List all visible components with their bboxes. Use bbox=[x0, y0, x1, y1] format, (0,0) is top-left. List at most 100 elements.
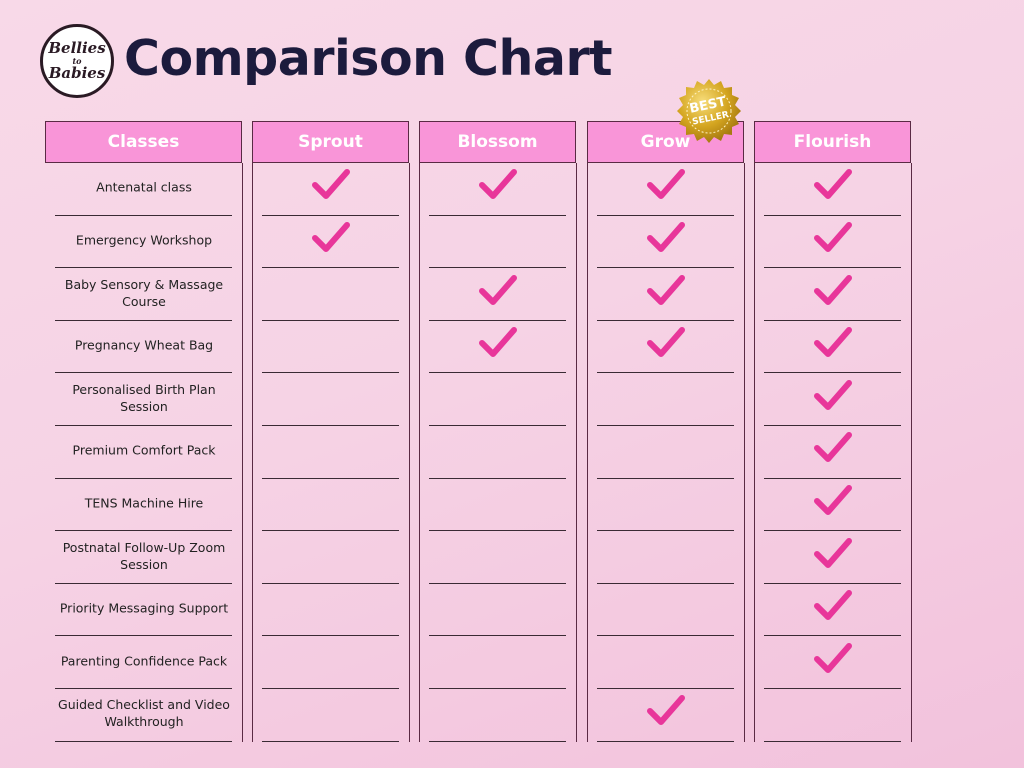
check-icon bbox=[646, 220, 686, 254]
row-separator bbox=[55, 530, 232, 532]
row-separator bbox=[597, 740, 734, 742]
row-separator bbox=[55, 635, 232, 637]
row-separator bbox=[764, 582, 901, 584]
logo-text-bellies: Bellies bbox=[48, 39, 106, 57]
row-separator bbox=[764, 688, 901, 689]
row-separator bbox=[262, 267, 399, 269]
check-mark bbox=[813, 327, 852, 358]
row-separator bbox=[597, 477, 734, 479]
row-separator bbox=[764, 530, 901, 532]
row-separator bbox=[764, 319, 901, 321]
check-icon bbox=[813, 536, 853, 570]
row-separator bbox=[429, 425, 566, 426]
check-mark bbox=[813, 484, 852, 515]
row-separator bbox=[597, 635, 734, 637]
check-mark bbox=[646, 695, 685, 726]
logo-text-babies: Babies bbox=[48, 64, 106, 82]
column-border bbox=[252, 163, 253, 742]
row-separator bbox=[429, 477, 566, 479]
column-border bbox=[409, 163, 410, 742]
check-icon bbox=[478, 273, 518, 307]
column-header-sprout: Sprout bbox=[252, 121, 409, 163]
check-mark bbox=[813, 169, 852, 200]
check-icon bbox=[813, 430, 853, 464]
row-separator bbox=[597, 267, 734, 269]
row-separator bbox=[55, 688, 232, 689]
row-separator bbox=[764, 372, 901, 374]
check-icon bbox=[813, 325, 853, 359]
check-icon bbox=[813, 220, 853, 254]
row-separator bbox=[429, 372, 566, 374]
class-label: Postnatal Follow-Up Zoom Session bbox=[62, 539, 226, 572]
logo-text-to: to bbox=[72, 56, 82, 66]
check-icon bbox=[646, 273, 686, 307]
row-separator bbox=[597, 319, 734, 321]
row-separator bbox=[262, 477, 399, 479]
brand-logo: Bellies to Babies bbox=[40, 24, 114, 98]
check-mark bbox=[813, 642, 852, 673]
check-icon bbox=[813, 588, 853, 622]
column-border bbox=[242, 163, 243, 742]
check-icon bbox=[646, 693, 686, 727]
row-separator bbox=[262, 372, 399, 374]
column-header-flourish: Flourish bbox=[754, 121, 911, 163]
check-mark bbox=[646, 274, 685, 305]
check-mark bbox=[813, 537, 852, 568]
row-separator bbox=[55, 582, 232, 584]
row-separator bbox=[597, 425, 734, 426]
row-separator bbox=[55, 319, 232, 321]
class-label: Emergency Workshop bbox=[75, 232, 213, 248]
row-separator bbox=[55, 214, 232, 216]
row-separator bbox=[262, 740, 399, 742]
column-border bbox=[419, 163, 420, 742]
row-separator bbox=[262, 319, 399, 321]
class-label: Baby Sensory & Massage Course bbox=[64, 276, 224, 309]
column-header-blossom: Blossom bbox=[419, 121, 576, 163]
row-separator bbox=[597, 214, 734, 216]
check-mark bbox=[813, 379, 852, 410]
row-separator bbox=[429, 267, 566, 269]
best-seller-badge: BEST SELLER bbox=[677, 79, 741, 143]
row-separator bbox=[55, 740, 232, 742]
check-mark bbox=[813, 590, 852, 621]
check-icon bbox=[813, 273, 853, 307]
row-separator bbox=[55, 372, 232, 374]
class-label: Personalised Birth Plan Session bbox=[72, 381, 216, 414]
row-separator bbox=[764, 425, 901, 426]
check-icon bbox=[311, 167, 351, 201]
check-icon bbox=[813, 641, 853, 675]
row-separator bbox=[429, 530, 566, 532]
row-separator bbox=[429, 214, 566, 216]
check-icon bbox=[478, 325, 518, 359]
check-icon bbox=[813, 378, 853, 412]
column-border bbox=[754, 163, 755, 742]
class-label: Parenting Confidence Pack bbox=[60, 653, 228, 669]
row-separator bbox=[764, 267, 901, 269]
row-separator bbox=[262, 635, 399, 637]
row-separator bbox=[597, 372, 734, 374]
row-separator bbox=[764, 214, 901, 216]
column-header-classes: Classes bbox=[45, 121, 242, 163]
check-mark bbox=[311, 169, 350, 200]
row-separator bbox=[55, 477, 232, 479]
row-separator bbox=[55, 425, 232, 426]
row-separator bbox=[429, 635, 566, 637]
check-icon bbox=[646, 325, 686, 359]
class-label: Pregnancy Wheat Bag bbox=[74, 337, 214, 353]
row-separator bbox=[597, 530, 734, 532]
check-mark bbox=[646, 327, 685, 358]
row-separator bbox=[429, 319, 566, 321]
column-border bbox=[911, 163, 912, 742]
column-border bbox=[587, 163, 588, 742]
row-separator bbox=[262, 425, 399, 426]
check-icon bbox=[646, 167, 686, 201]
row-separator bbox=[262, 582, 399, 584]
class-label: Priority Messaging Support bbox=[59, 600, 229, 616]
badge-seal-shape bbox=[677, 79, 741, 143]
row-separator bbox=[262, 214, 399, 216]
class-label: Antenatal class bbox=[96, 179, 192, 195]
check-mark bbox=[646, 169, 685, 200]
row-separator bbox=[429, 582, 566, 584]
check-mark bbox=[478, 169, 517, 200]
row-separator bbox=[429, 740, 566, 742]
